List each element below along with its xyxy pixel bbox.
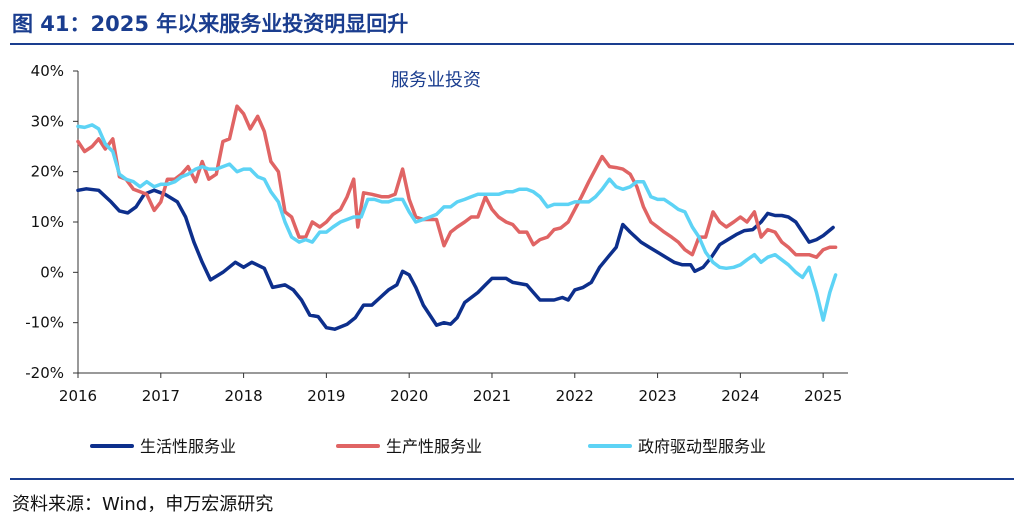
x-tick-label: 2018 <box>224 387 262 405</box>
y-tick-label: 20% <box>31 163 64 181</box>
x-axis: 2016 2017 2018 2019 2020 2021 2022 2023 2024 2025 <box>59 372 848 405</box>
x-tick-label: 2021 <box>473 387 511 405</box>
y-axis: -20% -10% 0% 10% 20% 30% 40% <box>25 62 79 382</box>
series-line-1 <box>76 187 835 331</box>
source-note: 资料来源：Wind，申万宏源研究 <box>12 494 274 515</box>
x-tick-label: 2023 <box>638 387 676 405</box>
y-tick-label: 10% <box>31 213 64 231</box>
x-tick-label: 2019 <box>307 387 345 405</box>
x-tick-label: 2025 <box>804 387 842 405</box>
title-rule <box>10 43 1014 45</box>
x-tick-label: 2024 <box>721 387 759 405</box>
y-tick-label: 40% <box>31 62 64 80</box>
legend-label-2: 生产性服务业 <box>386 437 482 456</box>
y-tick-label: 0% <box>40 263 64 281</box>
y-tick-label: -20% <box>25 364 64 382</box>
figure-title: 图 41：2025 年以来服务业投资明显回升 <box>12 12 409 36</box>
series-line-3 <box>76 123 838 322</box>
x-tick-label: 2020 <box>390 387 428 405</box>
x-tick-label: 2016 <box>59 387 97 405</box>
x-tick-label: 2022 <box>556 387 594 405</box>
y-tick-label: -10% <box>25 314 64 332</box>
legend-label-3: 政府驱动型服务业 <box>638 437 766 456</box>
series-group <box>76 104 838 331</box>
chart-title: 服务业投资 <box>391 70 481 91</box>
y-tick-label: 30% <box>31 112 64 130</box>
source-rule <box>10 478 1014 480</box>
line-chart: -20%-10%0%10%20%30%40% 2016 2017 2018 2019 2… <box>25 62 848 456</box>
legend: 生活性服务业 生产性服务业 政府驱动型服务业 <box>90 437 766 456</box>
legend-label-1: 生活性服务业 <box>140 437 236 456</box>
x-tick-label: 2017 <box>142 387 180 405</box>
